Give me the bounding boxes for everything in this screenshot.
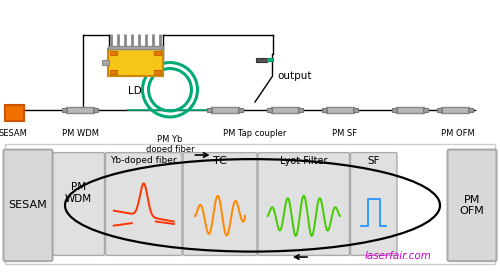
Text: PM SF: PM SF: [332, 129, 357, 138]
Text: SF: SF: [367, 156, 380, 166]
Bar: [437, 108, 442, 112]
Text: Yb-doped fiber: Yb-doped fiber: [110, 156, 177, 165]
Bar: [110, 51, 116, 55]
Bar: [468, 108, 473, 112]
FancyBboxPatch shape: [53, 153, 104, 255]
Text: PM Tap coupler: PM Tap coupler: [224, 129, 286, 138]
Text: PM Yb
doped fiber: PM Yb doped fiber: [146, 135, 194, 154]
Text: LD: LD: [128, 86, 142, 96]
Bar: [154, 51, 160, 55]
Bar: [396, 107, 424, 113]
Bar: [62, 108, 67, 112]
Text: PM WDM: PM WDM: [62, 129, 98, 138]
Text: TC: TC: [213, 156, 227, 166]
Bar: [211, 107, 239, 113]
Bar: [208, 108, 212, 112]
Bar: [267, 58, 273, 61]
Bar: [154, 70, 160, 74]
Bar: [102, 60, 108, 65]
Text: laserfair.com: laserfair.com: [365, 251, 432, 261]
Bar: [267, 108, 272, 112]
Bar: [353, 108, 358, 112]
Text: output: output: [278, 71, 312, 81]
Bar: [271, 107, 299, 113]
Bar: [392, 108, 397, 112]
Text: SESAM: SESAM: [8, 200, 48, 210]
Text: SESAM: SESAM: [0, 129, 27, 138]
Bar: [66, 107, 94, 113]
Bar: [298, 108, 302, 112]
Bar: [108, 49, 162, 76]
FancyBboxPatch shape: [258, 153, 350, 255]
Text: PM
OFM: PM OFM: [460, 194, 484, 216]
Bar: [238, 108, 243, 112]
Bar: [256, 58, 267, 62]
Bar: [326, 107, 354, 113]
Bar: [93, 108, 98, 112]
Bar: [322, 108, 328, 112]
FancyBboxPatch shape: [183, 153, 257, 255]
Text: PM OFM: PM OFM: [440, 129, 474, 138]
FancyBboxPatch shape: [350, 153, 397, 255]
Text: Lyot Filter: Lyot Filter: [280, 156, 327, 166]
Bar: [442, 107, 469, 113]
Bar: [5, 144, 495, 264]
Bar: [422, 108, 428, 112]
FancyBboxPatch shape: [106, 153, 182, 255]
Bar: [5, 105, 24, 121]
Text: PM
WDM: PM WDM: [65, 182, 92, 204]
Bar: [110, 70, 116, 74]
FancyBboxPatch shape: [4, 150, 52, 261]
Bar: [108, 46, 162, 49]
FancyBboxPatch shape: [448, 150, 496, 261]
